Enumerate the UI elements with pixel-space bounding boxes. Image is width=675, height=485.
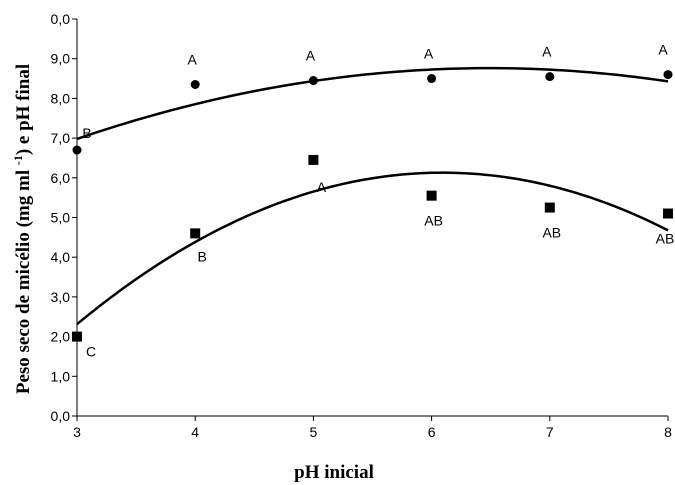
data-point-circle [190, 80, 200, 90]
significance-label: B [82, 125, 91, 141]
trend-lines [76, 66, 669, 326]
y-tick-label: 7,0 [51, 130, 71, 146]
y-tick-labels: 0,0 1,0 2,0 3,0 4,0 5,0 6,0 7,0 8,0 9,0 0,0 [51, 11, 71, 424]
y-tick-label: 8,0 [51, 90, 71, 106]
x-axis-title: pH inicial [294, 462, 374, 483]
significance-label: AB [424, 213, 443, 229]
trend-line-series-2 [76, 171, 669, 326]
significance-label: B [198, 248, 207, 264]
y-tick-label: 3,0 [51, 289, 71, 305]
data-point-square [426, 190, 437, 201]
x-tick-label: 4 [191, 424, 199, 440]
y-tick-label: 4,0 [51, 249, 71, 265]
axes [72, 18, 669, 421]
significance-label: A [317, 179, 327, 195]
data-point-circle [545, 72, 555, 82]
significance-label: AB [656, 231, 675, 247]
x-tick-label: 6 [428, 424, 436, 440]
data-point-square [72, 331, 82, 342]
data-point-square [308, 154, 319, 165]
y-tick-label: 9,0 [51, 51, 71, 67]
y-tick-label: 6,0 [51, 170, 71, 186]
y-tick-label: 0,0 [51, 408, 71, 424]
x-tick-label: 5 [310, 424, 318, 440]
data-point-square [663, 208, 673, 219]
significance-label: A [658, 42, 668, 58]
significance-label: AB [542, 225, 561, 241]
data-markers [72, 70, 673, 342]
y-tick-label: 0,0 [51, 11, 71, 27]
data-point-square [190, 228, 201, 239]
x-tick-label: 7 [546, 424, 554, 440]
data-point-circle [663, 70, 673, 80]
y-tick-label: 5,0 [51, 210, 71, 226]
significance-label: A [542, 44, 552, 60]
x-tick-label: 3 [73, 424, 81, 440]
y-tick-label: 2,0 [51, 329, 71, 345]
y-axis-title: Peso seco de micélio (mg ml -1) e pH fin… [11, 64, 34, 394]
significance-label: A [188, 52, 198, 68]
significance-label: A [306, 48, 316, 64]
data-point-circle [427, 74, 437, 84]
data-point-circle [308, 76, 318, 86]
y-tick-label: 1,0 [51, 368, 71, 384]
point-labels: B A A A A A C B A AB AB AB [82, 42, 674, 360]
data-point-circle [72, 145, 82, 155]
significance-label: C [86, 344, 96, 360]
data-point-square [544, 202, 555, 213]
significance-label: A [424, 46, 434, 62]
trend-line-series-1 [76, 66, 669, 141]
x-tick-labels: 3 4 5 6 7 8 [73, 424, 672, 440]
x-tick-label: 8 [664, 424, 672, 440]
